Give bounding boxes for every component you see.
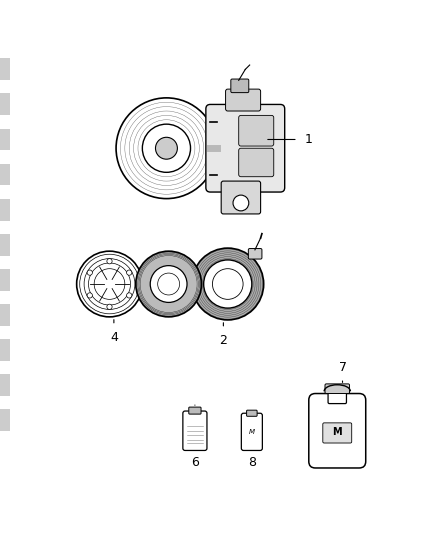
FancyBboxPatch shape (226, 89, 261, 111)
Circle shape (192, 248, 264, 320)
Bar (0, 304, 10, 326)
FancyBboxPatch shape (248, 248, 262, 259)
Circle shape (233, 195, 249, 211)
FancyBboxPatch shape (325, 384, 350, 393)
FancyBboxPatch shape (247, 410, 257, 416)
Circle shape (127, 293, 132, 298)
Text: 8: 8 (248, 456, 256, 469)
Circle shape (87, 293, 92, 298)
Circle shape (150, 265, 187, 302)
FancyBboxPatch shape (323, 423, 352, 443)
FancyBboxPatch shape (239, 115, 274, 146)
Text: 7: 7 (339, 361, 346, 374)
Bar (0, 233, 10, 255)
FancyBboxPatch shape (239, 148, 274, 177)
FancyBboxPatch shape (183, 411, 207, 450)
Circle shape (136, 251, 201, 317)
Circle shape (107, 304, 112, 310)
FancyBboxPatch shape (231, 79, 249, 93)
Bar (0, 59, 10, 80)
Text: 6: 6 (191, 456, 199, 469)
FancyBboxPatch shape (241, 413, 262, 450)
FancyBboxPatch shape (328, 390, 346, 403)
Bar (0, 269, 10, 290)
FancyBboxPatch shape (221, 181, 261, 214)
Bar (0, 93, 10, 115)
Circle shape (127, 270, 132, 275)
Bar (0, 374, 10, 395)
Text: M: M (249, 429, 255, 435)
Bar (0, 164, 10, 185)
Text: M: M (332, 427, 342, 437)
Circle shape (87, 270, 92, 275)
FancyBboxPatch shape (189, 407, 201, 414)
Bar (0, 339, 10, 361)
FancyBboxPatch shape (206, 104, 285, 192)
Bar (0, 128, 10, 150)
Circle shape (107, 259, 112, 264)
Bar (0, 409, 10, 431)
Bar (0, 199, 10, 221)
Circle shape (204, 260, 252, 308)
Text: 2: 2 (219, 334, 227, 348)
Text: 1: 1 (304, 133, 312, 146)
Text: 4: 4 (110, 332, 118, 344)
Circle shape (155, 138, 177, 159)
FancyBboxPatch shape (309, 393, 366, 468)
